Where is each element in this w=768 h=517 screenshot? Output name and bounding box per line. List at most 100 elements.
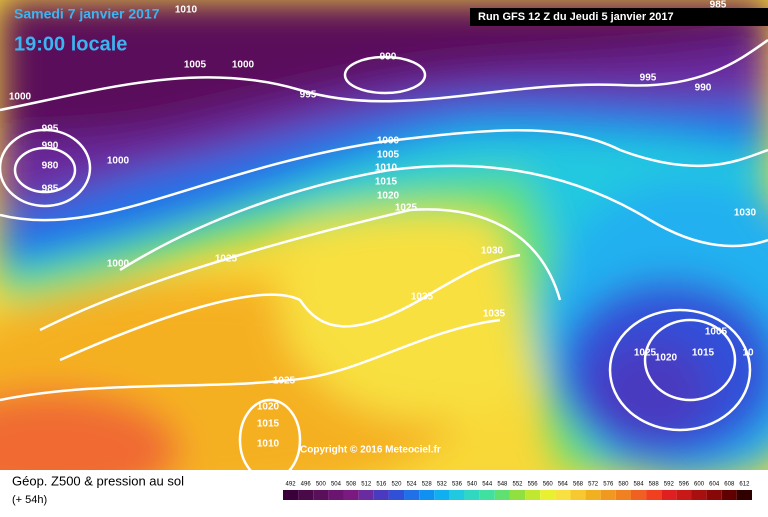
isobar-label: 980: [42, 161, 59, 172]
isobar-label: 995: [640, 73, 657, 84]
legend-swatch: [388, 490, 405, 500]
isobar-label: 1025: [273, 376, 296, 387]
legend-level: 568: [573, 482, 584, 488]
isobar-label: 1015: [692, 348, 715, 359]
legend-swatch: [706, 490, 722, 500]
isobar-label: 1020: [655, 353, 678, 364]
legend-swatch: [555, 490, 571, 500]
legend-swatch: [600, 490, 616, 500]
legend-swatch: [479, 490, 495, 500]
legend-swatch: [676, 490, 692, 500]
isobar-label: 1000: [9, 92, 32, 103]
run-box: [470, 8, 768, 26]
legend-level: 520: [391, 482, 402, 488]
legend-level: 540: [467, 482, 478, 488]
legend-title: Géop. Z500 & pression au sol: [12, 473, 184, 488]
isobar-label: 990: [695, 83, 712, 94]
legend-swatch: [570, 490, 586, 500]
legend-level: 576: [603, 482, 614, 488]
legend-level: 524: [407, 482, 418, 488]
isobar-label: 1010: [375, 163, 398, 174]
legend-level: 532: [437, 482, 448, 488]
legend-swatch: [373, 490, 389, 500]
time: 19:00 locale: [14, 33, 127, 55]
legend-level: 508: [346, 482, 357, 488]
legend-swatch: [464, 490, 480, 500]
isobar-label: 1005: [705, 327, 728, 338]
isobar-label: 1030: [481, 246, 504, 257]
legend-swatch: [434, 490, 450, 500]
legend-level: 544: [482, 482, 493, 488]
legend-level: 608: [724, 482, 735, 488]
isobar-label: 1015: [257, 419, 280, 430]
isobar-lines: [0, 38, 768, 470]
isobar-label: 995: [42, 124, 59, 135]
legend-level: 512: [361, 482, 372, 488]
isobar-label: 1000: [377, 136, 400, 147]
isobar-label: 1000: [232, 60, 255, 71]
legend-swatch: [661, 490, 677, 500]
legend-level: 572: [588, 482, 599, 488]
isobar-label: 1025: [395, 203, 418, 214]
isobar-label: 10: [742, 348, 754, 359]
isobar-label: 1025: [634, 348, 657, 359]
isobar-label: 1000: [107, 259, 130, 270]
isobar-label: 1010: [257, 439, 280, 450]
legend-level: 592: [664, 482, 675, 488]
legend-level: 528: [422, 482, 433, 488]
legend-level: 588: [649, 482, 660, 488]
isobar-label: 1020: [377, 191, 400, 202]
legend-level: 604: [709, 482, 720, 488]
legend-level: 536: [452, 482, 463, 488]
legend-swatch: [525, 490, 541, 500]
legend-level: 496: [301, 482, 312, 488]
run: Run GFS 12 Z du Jeudi 5 janvier 2017: [478, 11, 674, 23]
legend-level: 612: [739, 482, 750, 488]
legend-swatch: [298, 490, 314, 500]
legend-level: 564: [558, 482, 569, 488]
legend-swatch: [509, 490, 526, 500]
isobar-label: 1020: [257, 402, 280, 413]
copyright: Copyright © 2016 Meteociel.fr: [300, 445, 441, 456]
isobar-label: 990: [380, 52, 397, 63]
legend-swatch: [313, 490, 329, 500]
legend-swatch: [343, 490, 359, 500]
isobar-label: 1015: [375, 177, 398, 188]
legend-level: 560: [543, 482, 554, 488]
legend-swatch: [358, 490, 374, 500]
date: Samedi 7 janvier 2017: [14, 6, 160, 22]
isobar-label: 1005: [377, 150, 400, 161]
legend-swatch: [691, 490, 707, 500]
isobar-label: 1025: [215, 254, 238, 265]
legend-swatch: [328, 490, 344, 500]
isobar-label: 1010: [175, 5, 198, 16]
legend-level: 596: [679, 482, 690, 488]
legend-level: 552: [512, 482, 523, 488]
legend-subtitle: (+ 54h): [12, 494, 47, 506]
legend-swatch: [736, 490, 752, 500]
isobar-label: 1030: [734, 208, 757, 219]
legend-swatch: [449, 490, 465, 500]
isobar-label: 995: [300, 90, 317, 101]
legend-level: 500: [316, 482, 327, 488]
legend-level: 548: [497, 482, 508, 488]
legend-swatch: [721, 490, 737, 500]
isobar-label: 1005: [184, 60, 207, 71]
legend-swatch: [540, 490, 556, 500]
legend-swatch: [630, 490, 647, 500]
legend-swatch: [615, 490, 631, 500]
isobar-label: 1035: [483, 309, 506, 320]
legend-swatch: [419, 490, 435, 500]
legend-level: 516: [376, 482, 387, 488]
legend-level: 580: [618, 482, 629, 488]
legend-level: 556: [528, 482, 539, 488]
legend-swatch: [404, 490, 420, 500]
legend-level: 504: [331, 482, 342, 488]
isobar-label: 1035: [411, 292, 434, 303]
isobar-label: 985: [710, 0, 727, 11]
legend-swatch: [494, 490, 510, 500]
legend-swatch: [283, 490, 299, 500]
isobar-label: 1000: [107, 156, 130, 167]
